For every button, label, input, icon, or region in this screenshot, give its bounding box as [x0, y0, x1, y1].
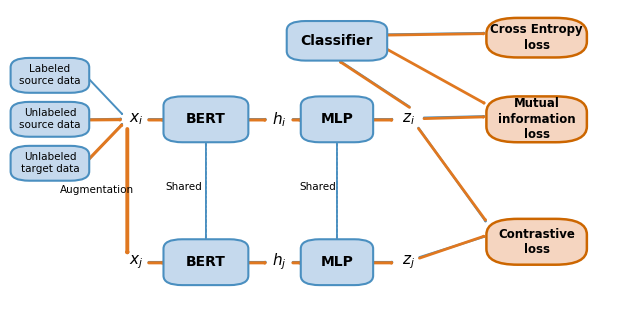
Text: $z_i$: $z_i$: [402, 111, 415, 127]
Text: Classifier: Classifier: [301, 34, 373, 48]
FancyBboxPatch shape: [163, 239, 248, 285]
Text: MLP: MLP: [321, 255, 353, 269]
Text: Shared: Shared: [300, 182, 336, 192]
FancyBboxPatch shape: [486, 18, 587, 57]
FancyBboxPatch shape: [11, 146, 89, 181]
Text: BERT: BERT: [186, 112, 226, 126]
Text: Labeled
source data: Labeled source data: [19, 64, 80, 86]
FancyBboxPatch shape: [301, 239, 373, 285]
FancyBboxPatch shape: [301, 96, 373, 142]
Text: Shared: Shared: [166, 182, 202, 192]
Text: $z_j$: $z_j$: [402, 253, 415, 271]
Text: Mutual
information
loss: Mutual information loss: [498, 97, 575, 141]
Text: Augmentation: Augmentation: [60, 185, 134, 195]
Text: BERT: BERT: [186, 255, 226, 269]
Text: MLP: MLP: [321, 112, 353, 126]
FancyBboxPatch shape: [11, 102, 89, 137]
FancyBboxPatch shape: [486, 96, 587, 142]
Text: $x_j$: $x_j$: [129, 253, 144, 271]
FancyBboxPatch shape: [486, 219, 587, 265]
Text: $h_i$: $h_i$: [272, 110, 287, 129]
Text: Contrastive
loss: Contrastive loss: [498, 228, 575, 256]
Text: Unlabeled
source data: Unlabeled source data: [19, 108, 80, 130]
Text: $x_i$: $x_i$: [129, 111, 143, 127]
Text: $h_j$: $h_j$: [272, 252, 287, 273]
Text: Unlabeled
target data: Unlabeled target data: [21, 152, 79, 174]
FancyBboxPatch shape: [11, 58, 89, 93]
FancyBboxPatch shape: [163, 96, 248, 142]
Text: Cross Entropy
loss: Cross Entropy loss: [490, 24, 583, 52]
FancyBboxPatch shape: [287, 21, 387, 61]
